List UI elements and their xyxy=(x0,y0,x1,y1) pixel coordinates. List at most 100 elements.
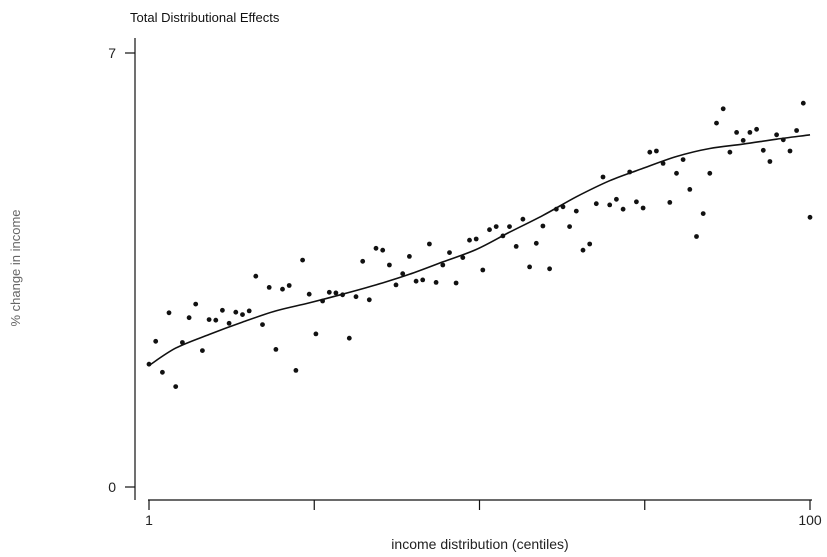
data-point xyxy=(226,320,232,326)
data-point xyxy=(193,301,199,307)
x-axis-label: income distribution (centiles) xyxy=(391,536,568,552)
data-point xyxy=(173,384,179,389)
data-point xyxy=(300,257,305,263)
data-point xyxy=(727,149,733,155)
data-point xyxy=(420,277,426,283)
data-point xyxy=(433,280,439,285)
data-point xyxy=(774,132,779,138)
data-point xyxy=(740,138,746,143)
data-point xyxy=(547,266,552,272)
data-point xyxy=(453,280,459,286)
data-point xyxy=(353,294,359,300)
data-point xyxy=(440,262,446,268)
data-point xyxy=(253,273,259,279)
data-point xyxy=(493,224,499,230)
data-point xyxy=(787,148,793,154)
data-point xyxy=(800,100,806,106)
data-point xyxy=(654,148,659,154)
data-point xyxy=(393,282,399,288)
data-point xyxy=(620,206,626,212)
data-point xyxy=(266,285,272,290)
data-point xyxy=(487,227,492,233)
data-point xyxy=(527,264,532,270)
data-point xyxy=(540,223,546,229)
data-point xyxy=(280,286,285,292)
data-point xyxy=(260,322,265,327)
chart-title: Total Distributional Effects xyxy=(130,10,280,25)
data-point xyxy=(413,278,419,284)
data-point xyxy=(206,317,212,322)
data-point xyxy=(600,174,606,180)
data-point xyxy=(306,291,312,297)
data-point xyxy=(360,258,366,264)
data-point xyxy=(166,310,172,316)
data-point xyxy=(400,271,406,277)
data-point xyxy=(807,214,813,220)
data-point xyxy=(186,315,192,321)
data-point xyxy=(634,199,639,205)
data-point xyxy=(593,201,599,207)
data-point xyxy=(687,187,693,192)
data-point xyxy=(573,208,579,214)
data-point xyxy=(760,147,766,153)
x-tick-label: 100 xyxy=(798,512,822,528)
y-tick-label: 0 xyxy=(108,479,116,495)
data-point xyxy=(714,120,719,126)
data-point xyxy=(407,254,412,259)
data-point xyxy=(473,236,479,242)
data-point xyxy=(387,262,392,268)
fitted-trend-line xyxy=(148,134,811,367)
data-point xyxy=(533,240,539,246)
data-point xyxy=(233,309,239,315)
data-point xyxy=(614,196,619,202)
data-point xyxy=(380,247,386,253)
data-point xyxy=(734,130,739,135)
x-tick-label: 1 xyxy=(145,512,153,528)
data-point xyxy=(507,224,512,230)
data-point xyxy=(313,331,319,337)
data-point xyxy=(326,289,332,295)
y-tick-label: 7 xyxy=(108,45,116,61)
data-point xyxy=(246,308,252,314)
data-point xyxy=(513,244,519,249)
data-point xyxy=(286,283,292,288)
y-axis-label: % change in income xyxy=(8,209,23,326)
data-point xyxy=(794,128,799,133)
data-point xyxy=(480,267,486,273)
data-point xyxy=(674,170,679,176)
data-point xyxy=(567,224,572,230)
data-point xyxy=(366,297,372,303)
data-points xyxy=(146,100,813,389)
y-axis-ticks: 07 xyxy=(108,45,135,495)
data-point xyxy=(160,369,165,375)
data-point xyxy=(220,307,225,313)
data-point xyxy=(694,234,699,239)
data-point xyxy=(213,317,219,323)
data-point xyxy=(720,106,726,112)
data-point xyxy=(667,200,673,205)
data-point xyxy=(587,241,593,247)
data-point xyxy=(520,216,526,222)
data-point xyxy=(647,149,653,155)
data-point xyxy=(460,255,466,260)
data-point xyxy=(747,130,753,135)
data-point xyxy=(700,211,706,217)
data-point xyxy=(346,335,352,341)
data-point xyxy=(273,347,279,352)
data-point xyxy=(373,245,379,251)
data-point xyxy=(640,205,646,211)
data-point xyxy=(153,338,159,344)
data-point xyxy=(607,202,613,208)
x-axis-ticks: 1 100 xyxy=(145,500,822,528)
data-point xyxy=(333,290,339,296)
data-point xyxy=(767,159,773,164)
data-point xyxy=(580,247,586,253)
data-point xyxy=(447,250,452,256)
data-point xyxy=(200,348,205,353)
data-point xyxy=(754,126,759,132)
data-point xyxy=(240,312,245,317)
data-point xyxy=(467,237,472,243)
data-point xyxy=(293,368,299,373)
data-point xyxy=(680,157,686,163)
